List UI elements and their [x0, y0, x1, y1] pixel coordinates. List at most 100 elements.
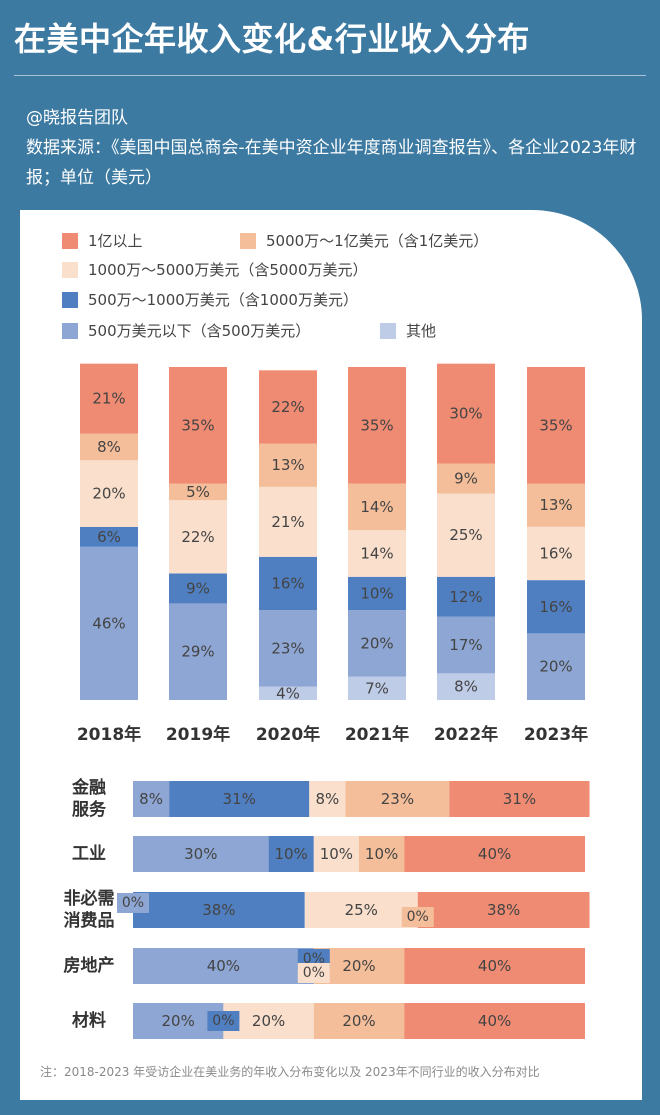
hbar-label-over100m-4: 40% [478, 1012, 511, 1030]
bar-label-over100m-5: 35% [539, 416, 572, 434]
bar-over100m-4 [437, 363, 495, 464]
bar-under5m-1 [169, 603, 227, 700]
hbar-over100m-2 [417, 892, 590, 928]
hbar-c10m_50m-0 [309, 781, 346, 817]
x-tick-3: 2021年 [345, 724, 409, 745]
row-label-2-b: 消费品 [64, 910, 115, 931]
bar-c50m_100m-4 [437, 463, 495, 494]
hbar-label-under5m-3: 40% [207, 957, 240, 975]
bar-c50m_100m-5 [527, 483, 585, 527]
bar-label-over100m-2: 22% [271, 398, 304, 416]
bar-label-c50m_100m-1: 5% [186, 483, 210, 501]
bar-label-under5m-4: 17% [449, 636, 482, 654]
row-label-0-a: 金融 [71, 777, 106, 798]
bar-label-other-4: 8% [454, 678, 478, 696]
hbar-label-under5m-4: 20% [162, 1012, 195, 1030]
page-title: 在美中企年收入变化&行业收入分布 [14, 20, 530, 58]
bar-c5m_10m-1 [169, 573, 227, 604]
bar-label-c5m_10m-0: 6% [97, 528, 121, 546]
bar-label-c50m_100m-0: 8% [97, 438, 121, 456]
bar-label-c5m_10m-3: 10% [360, 584, 393, 602]
hbar-label-over100m-2: 38% [487, 901, 520, 919]
bar-label-c5m_10m-2: 16% [271, 574, 304, 592]
legend-swatch-other [380, 323, 396, 339]
row-label-3: 房地产 [64, 955, 115, 976]
x-tick-2: 2020年 [256, 724, 320, 745]
hbar-label-c5m_10m-1: 10% [275, 845, 308, 863]
bar-label-c50m_100m-3: 14% [360, 498, 393, 516]
legend-swatch-c5m_10m [62, 292, 78, 308]
bar-c50m_100m-2 [259, 443, 317, 487]
legend-swatch-c10m_50m [62, 262, 78, 278]
bar-other-3 [348, 676, 406, 700]
bar-label-over100m-3: 35% [360, 416, 393, 434]
hbar-c50m_100m-1 [359, 836, 405, 872]
bar-c10m_50m-0 [80, 460, 138, 527]
bar-label-under5m-2: 23% [271, 639, 304, 657]
hbar-label-over100m-3: 40% [478, 957, 511, 975]
legend-label-c50m_100m: 5000万～1亿美元（含1亿美元） [266, 232, 488, 250]
bar-label-c50m_100m-5: 13% [539, 496, 572, 514]
hbar-c50m_100m-0 [345, 781, 450, 817]
bar-over100m-0 [80, 363, 138, 434]
bar-label-under5m-3: 20% [360, 634, 393, 652]
data-source: 数据来源：《美国中国总商会-在美中资企业年度商业调查报告》、各企业2023年财报… [26, 138, 637, 188]
x-tick-1: 2019年 [166, 724, 230, 745]
bar-label-c10m_50m-3: 14% [360, 544, 393, 562]
x-tick-5: 2023年 [524, 724, 588, 745]
bar-over100m-1 [169, 367, 227, 484]
hbar-c10m_50m-2 [304, 892, 418, 928]
hbar-label-c50m_100m-2: 0% [407, 909, 429, 925]
hbar-under5m-3 [133, 948, 314, 984]
bar-under5m-5 [527, 633, 585, 700]
hbar-over100m-4 [404, 1003, 585, 1039]
bar-c5m_10m-3 [348, 576, 406, 611]
bar-c5m_10m-2 [259, 556, 317, 611]
hbar-label-c50m_100m-0: 23% [381, 790, 414, 808]
bar-c50m_100m-1 [169, 483, 227, 501]
legend-label-other: 其他 [406, 322, 436, 340]
bar-label-c10m_50m-4: 25% [449, 526, 482, 544]
bar-label-c5m_10m-1: 9% [186, 579, 210, 597]
legend-label-under5m: 500万美元以下（含500万美元） [88, 322, 310, 340]
bar-c10m_50m-5 [527, 526, 585, 581]
legend-label-c10m_50m: 1000万～5000万美元（含5000万美元） [88, 261, 368, 279]
hbar-c5m_10m-1 [268, 836, 314, 872]
bar-label-other-3: 7% [365, 679, 389, 697]
hbar-label-over100m-1: 40% [478, 845, 511, 863]
hbar-zero-box-c10m_50m-3 [297, 963, 330, 983]
bar-c5m_10m-0 [80, 526, 138, 547]
legend-swatch-under5m [62, 323, 78, 339]
legend-swatch-over100m [62, 233, 78, 249]
hbar-over100m-0 [449, 781, 590, 817]
bar-under5m-3 [348, 610, 406, 677]
row-label-4: 材料 [72, 1010, 106, 1031]
bar-over100m-2 [259, 370, 317, 444]
bar-label-c10m_50m-1: 22% [181, 528, 214, 546]
row-label-2-a: 非必需 [64, 888, 115, 909]
hbar-c5m_10m-0 [169, 781, 310, 817]
hbar-label-c10m_50m-2: 25% [345, 901, 378, 919]
bar-c10m_50m-1 [169, 500, 227, 574]
bar-c10m_50m-4 [437, 493, 495, 577]
hbar-c5m_10m-2 [133, 892, 305, 928]
legend-label-c5m_10m: 500万～1000万美元（含1000万美元） [88, 291, 358, 309]
bar-over100m-3 [348, 367, 406, 484]
bar-label-c5m_10m-5: 16% [539, 598, 572, 616]
bar-label-over100m-0: 21% [92, 390, 125, 408]
x-tick-0: 2018年 [77, 724, 141, 745]
bar-c50m_100m-0 [80, 433, 138, 461]
bar-label-c10m_50m-0: 20% [92, 485, 125, 503]
bar-c50m_100m-3 [348, 483, 406, 531]
bar-other-2 [259, 686, 317, 700]
hbar-label-c10m_50m-4: 20% [252, 1012, 285, 1030]
bar-under5m-2 [259, 610, 317, 687]
bar-label-c10m_50m-5: 16% [539, 544, 572, 562]
bar-under5m-4 [437, 616, 495, 674]
hbar-label-c10m_50m-1: 10% [320, 845, 353, 863]
bar-label-other-2: 4% [276, 684, 300, 702]
hbar-label-under5m-1: 30% [184, 845, 217, 863]
hbar-label-c10m_50m-3: 0% [303, 965, 325, 981]
bar-label-under5m-5: 20% [539, 658, 572, 676]
hbar-label-under5m-2: 0% [122, 895, 144, 911]
